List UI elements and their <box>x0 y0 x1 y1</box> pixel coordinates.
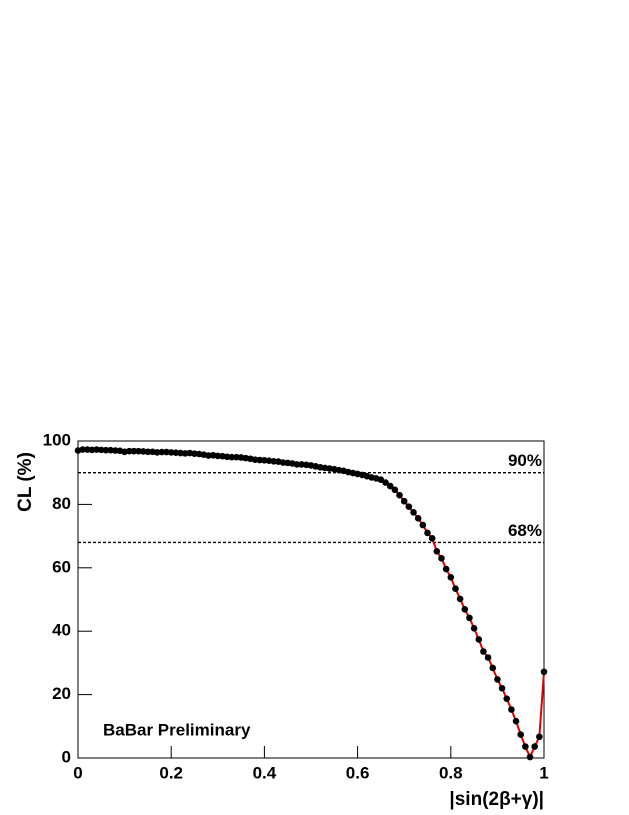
reference-label: 68% <box>508 521 542 540</box>
data-point <box>382 479 389 486</box>
y-tick-label: 0 <box>62 747 71 766</box>
data-point <box>400 497 408 505</box>
data-point <box>475 636 483 643</box>
data-point <box>503 695 511 703</box>
data-point <box>396 491 403 499</box>
data-point <box>125 447 133 455</box>
y-axis-label: CL (%) <box>15 452 36 512</box>
fit-curve <box>77 448 545 760</box>
data-point <box>158 448 166 456</box>
data-point <box>102 446 110 454</box>
data-point <box>414 515 422 522</box>
data-point <box>489 664 497 672</box>
x-axis-label: |sin(2β+γ)| <box>449 789 544 810</box>
data-point <box>508 706 515 713</box>
data-point <box>447 574 455 581</box>
data-point <box>466 614 473 622</box>
data-point <box>428 535 436 542</box>
plot-frame <box>77 440 545 759</box>
reference-label: 90% <box>508 451 542 470</box>
data-point <box>494 676 501 683</box>
data-point <box>540 668 548 676</box>
annotation: BaBar Preliminary <box>103 720 251 739</box>
data-point <box>386 482 394 490</box>
data-point <box>405 503 413 510</box>
data-point <box>144 448 152 456</box>
data-point <box>461 606 469 613</box>
data-point <box>391 486 399 494</box>
data-point <box>452 585 459 593</box>
data-point <box>410 509 417 516</box>
x-tick-label: 0.4 <box>253 763 277 782</box>
data-point <box>79 446 86 453</box>
data-point <box>480 648 487 655</box>
data-point <box>470 625 478 632</box>
data-point <box>293 461 301 468</box>
x-tick-label: 0.2 <box>159 763 183 782</box>
x-tick-label: 0 <box>73 763 82 782</box>
data-point <box>442 565 450 573</box>
data-point <box>419 521 427 529</box>
data-point <box>484 654 492 661</box>
data-point <box>433 548 441 555</box>
data-point <box>498 684 506 692</box>
y-tick-label: 40 <box>52 621 71 640</box>
data-point <box>424 529 431 537</box>
y-tick-label: 60 <box>52 557 71 576</box>
y-tick-label: 20 <box>52 684 71 703</box>
data-point <box>512 717 520 725</box>
y-tick-label: 100 <box>43 430 71 449</box>
x-tick-label: 0.6 <box>346 763 370 782</box>
data-point <box>522 743 529 750</box>
x-tick-label: 1 <box>539 763 548 782</box>
data-point <box>531 743 538 750</box>
x-tick-label: 0.8 <box>439 763 463 782</box>
data-point <box>536 733 543 741</box>
data-point <box>526 753 534 761</box>
y-tick-label: 80 <box>52 494 71 513</box>
data-point <box>456 595 464 603</box>
data-point <box>130 447 138 455</box>
data-point <box>438 554 445 562</box>
data-point <box>517 731 524 738</box>
data-point <box>228 453 236 461</box>
